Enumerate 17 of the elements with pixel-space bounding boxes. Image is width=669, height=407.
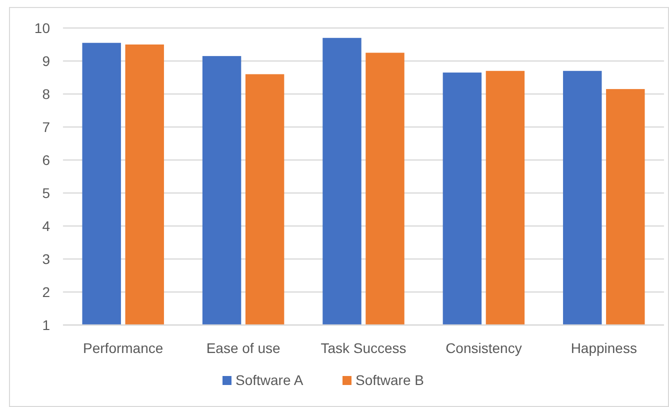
x-tick-label: Performance (83, 340, 164, 356)
y-tick-label: 8 (42, 86, 50, 102)
y-tick-label: 9 (42, 52, 50, 69)
legend-label: Software B (356, 372, 424, 388)
y-tick-label: 3 (42, 250, 50, 267)
y-tick-label: 7 (42, 118, 50, 135)
x-tick-label: Task Success (320, 340, 406, 356)
y-tick-label: 6 (42, 152, 50, 168)
y-tick-label: 1 (42, 316, 50, 333)
x-tick-label: Happiness (570, 340, 637, 356)
y-tick-label: 5 (42, 184, 50, 201)
y-tick-label: 2 (42, 284, 50, 300)
y-tick-label: 4 (42, 218, 50, 234)
legend-label: Software A (236, 372, 304, 388)
x-tick-label: Consistency (446, 340, 522, 356)
x-tick-label: Ease of use (206, 340, 280, 356)
y-tick-label: 10 (34, 20, 50, 36)
